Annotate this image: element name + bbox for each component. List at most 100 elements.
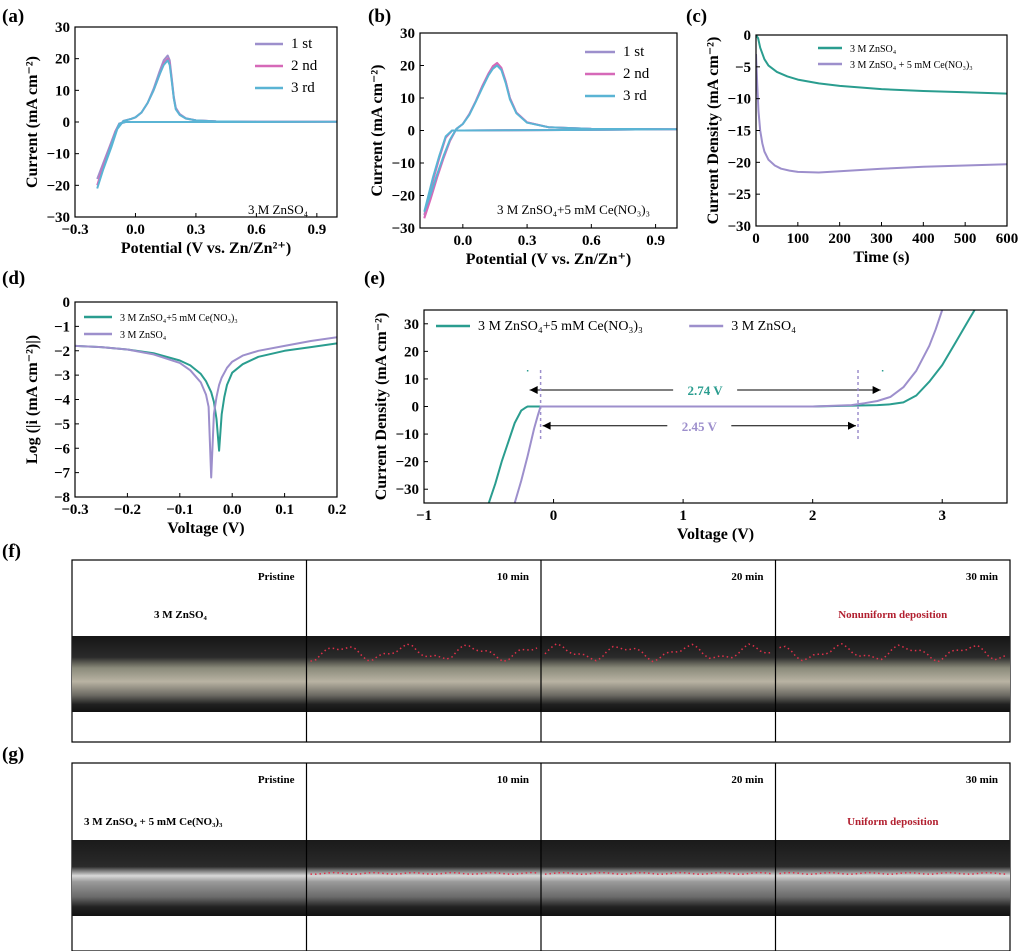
series-line-2 — [423, 61, 677, 219]
series-group — [423, 61, 677, 219]
chart-c: 0 100 200 300 400 500 600 0 −5 −10 −15 −20 −25 −30 Tim… — [705, 28, 1018, 266]
x-tick-label: 0.1 — [275, 502, 294, 518]
y-tick-label: 30 — [55, 20, 70, 36]
deposition-front — [310, 871, 538, 875]
y-tick-label: −30 — [391, 221, 415, 237]
series-line-3 — [423, 64, 677, 213]
legend-entry: 3 M ZnSO₄+5 mM Ce(NO₃)₃ — [120, 313, 238, 324]
panel-f-label: (f) — [2, 541, 21, 562]
deposition-note: Nonuniform deposition — [838, 609, 947, 621]
y-tick-label: 10 — [400, 91, 415, 107]
x-tick-label: 3 — [938, 508, 946, 524]
time-label: 20 min — [731, 571, 763, 583]
y-tick-label: 0 — [63, 295, 71, 311]
micrograph-band — [541, 840, 776, 916]
legend-entry: 1 st — [623, 44, 645, 60]
plot-frame — [74, 301, 338, 498]
y-tick-label: −1 — [54, 319, 70, 335]
micrograph-band — [541, 636, 776, 712]
y-tick-label: −30 — [46, 210, 70, 226]
window-label: 2.74 V — [688, 383, 724, 398]
micrograph-band — [306, 840, 541, 916]
x-tick-label: 0 — [752, 231, 760, 247]
micrograph-band — [775, 840, 1010, 916]
x-tick-label: 100 — [787, 231, 810, 247]
y-tick-label: 30 — [404, 317, 419, 333]
x-tick-label: 0.9 — [307, 222, 326, 238]
y-axis-label: Current (mA cm⁻²) — [369, 64, 386, 196]
y-tick-label: 30 — [400, 26, 415, 42]
x-tick-label: −0.3 — [61, 222, 88, 238]
time-label: Pristine — [258, 571, 295, 583]
x-axis-label: Time (s) — [853, 249, 909, 266]
x-tick-label: 0.3 — [187, 222, 206, 238]
chart-b: 0.0 0.3 0.6 0.9 30 20 10 0 −10 −20 −30 Potential (V… — [369, 26, 678, 268]
y-tick-label: −10 — [727, 92, 751, 108]
series-line-1 — [75, 342, 337, 452]
y-tick-label: −5 — [54, 417, 70, 433]
y-tick-label: −7 — [54, 466, 71, 482]
legend-entry: 2 nd — [291, 58, 318, 74]
legend-entry: 3 M ZnSO₄ — [850, 44, 897, 55]
x-tick-label: 500 — [954, 231, 977, 247]
legend-entry: 3 M ZnSO₄ — [120, 330, 167, 341]
legend-entry: 3 M ZnSO₄ — [731, 319, 796, 334]
y-tick-label: −3 — [54, 368, 70, 384]
series-line-1 — [756, 35, 1007, 95]
series-line-2 — [75, 336, 337, 479]
time-label: 30 min — [966, 774, 998, 786]
chart-d: −0.3 −0.2 −0.1 0.0 0.1 0.2 0 −1 −2 −3 −4 −5 −6 −7 −8 Vo… — [24, 295, 346, 537]
panel-a-label: (a) — [2, 6, 24, 27]
window-label: 2.45 V — [682, 419, 718, 434]
y-tick-label: 20 — [55, 52, 70, 68]
legend-entry: 3 M ZnSO₄ + 5 mM Ce(NO₃)₃ — [850, 60, 973, 71]
time-label: 20 min — [731, 774, 763, 786]
y-axis-label: Current Density (mA cm⁻²) — [705, 37, 722, 225]
arrowhead-right — [848, 421, 857, 430]
arrowhead-left — [542, 421, 551, 430]
x-tick-label: 0.2 — [328, 502, 347, 518]
arrowhead-right — [872, 385, 881, 394]
x-tick-label: −1 — [416, 508, 432, 524]
x-tick-label: 200 — [828, 231, 851, 247]
x-tick-label: 0.9 — [646, 233, 665, 249]
series-group — [96, 54, 337, 189]
legend-entry: 2 nd — [623, 66, 650, 82]
x-axis-label: Voltage (V) — [167, 520, 244, 537]
y-tick-label: −10 — [46, 147, 70, 163]
y-tick-label: −20 — [46, 178, 70, 194]
x-axis-label: Potential (V vs. Zn/Zn⁺) — [466, 251, 632, 268]
y-axis-label: Current (mA cm⁻²) — [24, 56, 41, 188]
micrograph-band — [72, 636, 307, 712]
y-tick-label: −15 — [727, 124, 751, 140]
legend-entry: 3 M ZnSO₄+5 mM Ce(NO₃)₃ — [478, 319, 643, 334]
y-tick-label: 0 — [744, 28, 752, 44]
x-tick-label: −0.2 — [114, 502, 141, 518]
panel-g-label: (g) — [2, 744, 24, 765]
micrograph-band — [306, 636, 541, 712]
panel-c-label: (c) — [686, 6, 707, 27]
y-tick-label: −8 — [54, 490, 70, 506]
series-line-1 — [423, 62, 677, 216]
x-tick-label: 0.0 — [126, 222, 145, 238]
y-tick-label: −2 — [54, 344, 70, 360]
micrograph-band — [72, 840, 307, 916]
x-tick-label: 0.6 — [582, 233, 601, 249]
x-tick-label: 0.0 — [223, 502, 242, 518]
x-tick-label: 0.0 — [453, 233, 472, 249]
deposition-front — [779, 871, 1007, 875]
panel-d-label: (d) — [2, 268, 25, 289]
y-tick-label: 0 — [408, 124, 416, 140]
micrograph-band — [775, 636, 1010, 712]
chart-a: −0.3 0.0 0.3 0.6 0.9 30 20 10 0 −10 −20 −30 Potentia… — [24, 20, 338, 257]
legend-entry: 1 st — [291, 36, 313, 52]
x-tick-label: 0 — [550, 508, 558, 524]
y-tick-label: −6 — [54, 441, 71, 457]
x-axis-label: Voltage (V) — [677, 526, 754, 543]
x-tick-label: 300 — [870, 231, 893, 247]
y-tick-label: −25 — [727, 187, 751, 203]
arrowhead-left — [529, 385, 538, 394]
chart-e: 2.74 V2.45 V−1 0 1 2 33020100−10−20−30Voltag… — [373, 309, 1008, 543]
y-tick-label: −4 — [54, 393, 71, 409]
